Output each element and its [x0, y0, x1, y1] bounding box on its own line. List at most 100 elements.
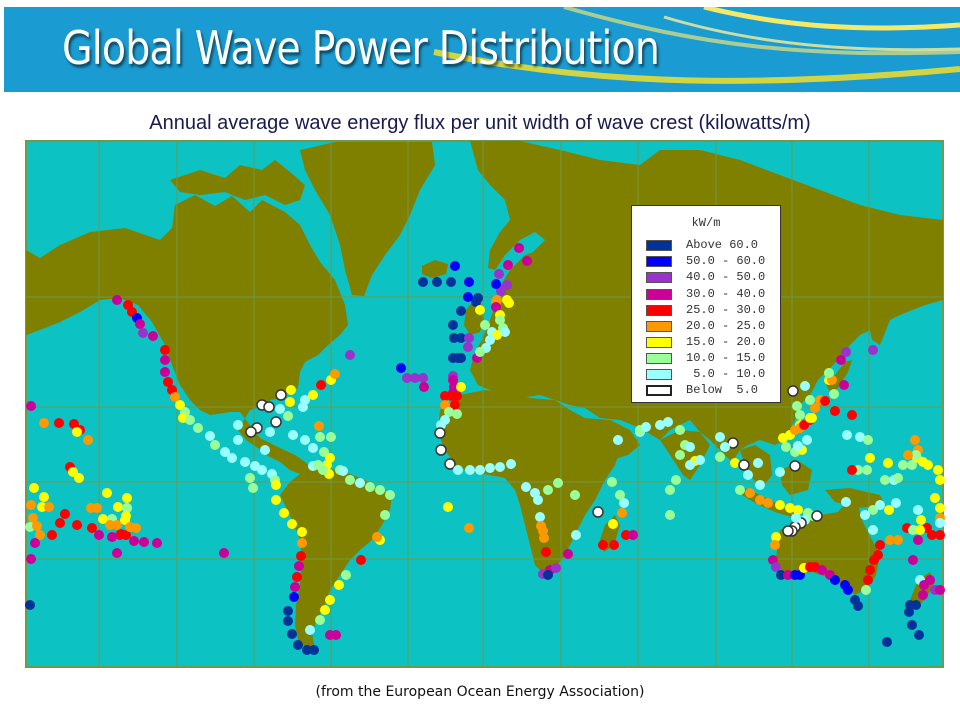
- legend-item-40-50: 40.0 - 50.0: [646, 270, 765, 284]
- wave-power-point: [842, 430, 852, 440]
- wave-power-point: [283, 411, 293, 421]
- wave-power-point: [820, 396, 830, 406]
- wave-power-point: [248, 483, 258, 493]
- wave-power-point: [283, 616, 293, 626]
- wave-power-point: [449, 333, 459, 343]
- wave-power-point: [39, 418, 49, 428]
- wave-power-point: [107, 532, 117, 542]
- wave-power-point: [935, 585, 945, 595]
- legend-swatch: [646, 352, 672, 364]
- wave-power-point: [102, 488, 112, 498]
- north-america: [26, 195, 348, 478]
- wave-power-point: [811, 510, 823, 522]
- wave-power-point: [715, 452, 725, 462]
- wave-power-point: [448, 320, 458, 330]
- wave-power-point: [463, 292, 473, 302]
- wave-power-point: [927, 530, 937, 540]
- wave-power-point: [305, 625, 315, 635]
- scandinavia: [498, 250, 550, 305]
- wave-power-point: [868, 525, 878, 535]
- wave-power-point: [868, 505, 878, 515]
- wave-power-point: [893, 473, 903, 483]
- wave-power-point: [286, 385, 296, 395]
- arabia: [585, 418, 640, 460]
- wave-power-point: [453, 465, 463, 475]
- wave-power-point: [185, 415, 195, 425]
- wave-power-point: [440, 391, 450, 401]
- wave-power-point: [903, 450, 913, 460]
- wave-power-point: [543, 570, 553, 580]
- wave-power-point: [925, 575, 935, 585]
- wave-power-point: [338, 466, 348, 476]
- wave-power-point: [345, 350, 355, 360]
- wave-power-point: [745, 488, 755, 498]
- wave-power-point: [730, 458, 740, 468]
- wave-power-point: [753, 458, 763, 468]
- wave-power-point: [893, 535, 903, 545]
- legend-swatch: [646, 304, 672, 316]
- wave-power-point: [763, 498, 773, 508]
- wave-power-point: [843, 585, 853, 595]
- kamchatka: [868, 300, 890, 345]
- wave-power-point: [491, 302, 501, 312]
- wave-power-point: [915, 525, 925, 535]
- wave-power-point: [98, 514, 108, 524]
- wave-power-point: [799, 420, 809, 430]
- wave-power-point: [30, 538, 40, 548]
- wave-power-point: [26, 554, 36, 564]
- wave-power-point: [904, 607, 914, 617]
- wave-power-point: [884, 505, 894, 515]
- wave-power-point: [543, 485, 553, 495]
- wave-power-point: [314, 421, 324, 431]
- wave-power-point: [465, 465, 475, 475]
- wave-power-point: [891, 498, 901, 508]
- wave-power-point: [139, 537, 149, 547]
- wave-power-point: [92, 503, 102, 513]
- legend-swatch: [646, 288, 672, 300]
- wave-power-point: [452, 391, 462, 401]
- wave-power-point: [503, 260, 513, 270]
- wave-power-point: [607, 477, 617, 487]
- wave-power-point: [419, 382, 429, 392]
- wave-power-point: [675, 450, 685, 460]
- legend-swatch: [646, 368, 672, 380]
- wave-power-point: [793, 505, 803, 515]
- wave-power-point: [628, 530, 638, 540]
- wave-power-point: [83, 435, 93, 445]
- page-title: Global Wave Power Distribution: [62, 21, 660, 75]
- wave-power-point: [175, 400, 185, 410]
- wave-power-point: [372, 532, 382, 542]
- wave-power-point: [715, 432, 725, 442]
- legend-item-5-10: 5.0 - 10.0: [646, 367, 765, 381]
- wave-power-point: [297, 538, 307, 548]
- wave-power-point: [475, 465, 485, 475]
- wave-power-point: [502, 280, 512, 290]
- wave-power-point: [464, 523, 474, 533]
- wave-power-point: [464, 277, 474, 287]
- wave-power-point: [287, 519, 297, 529]
- wave-power-point: [418, 373, 428, 383]
- wave-power-point: [665, 510, 675, 520]
- wave-power-point: [539, 533, 549, 543]
- legend-swatch: [646, 239, 672, 251]
- wave-power-point: [775, 467, 785, 477]
- wave-power-point: [898, 460, 908, 470]
- wave-power-point: [883, 458, 893, 468]
- wave-power-point: [865, 453, 875, 463]
- wave-power-point: [506, 459, 516, 469]
- wave-power-point: [475, 305, 485, 315]
- wave-power-point: [54, 418, 64, 428]
- wave-power-point: [861, 585, 871, 595]
- wave-power-point: [621, 530, 631, 540]
- wave-power-point: [283, 606, 293, 616]
- wave-power-point: [907, 620, 917, 630]
- wave-power-point: [287, 629, 297, 639]
- wave-power-point: [302, 645, 312, 655]
- wave-power-point: [210, 440, 220, 450]
- source-credit: (from the European Ocean Energy Associat…: [315, 684, 645, 700]
- wave-power-point: [152, 538, 162, 548]
- wave-power-point: [914, 630, 924, 640]
- wave-power-point: [553, 478, 563, 488]
- wave-power-point: [695, 455, 705, 465]
- wave-power-point: [771, 532, 781, 542]
